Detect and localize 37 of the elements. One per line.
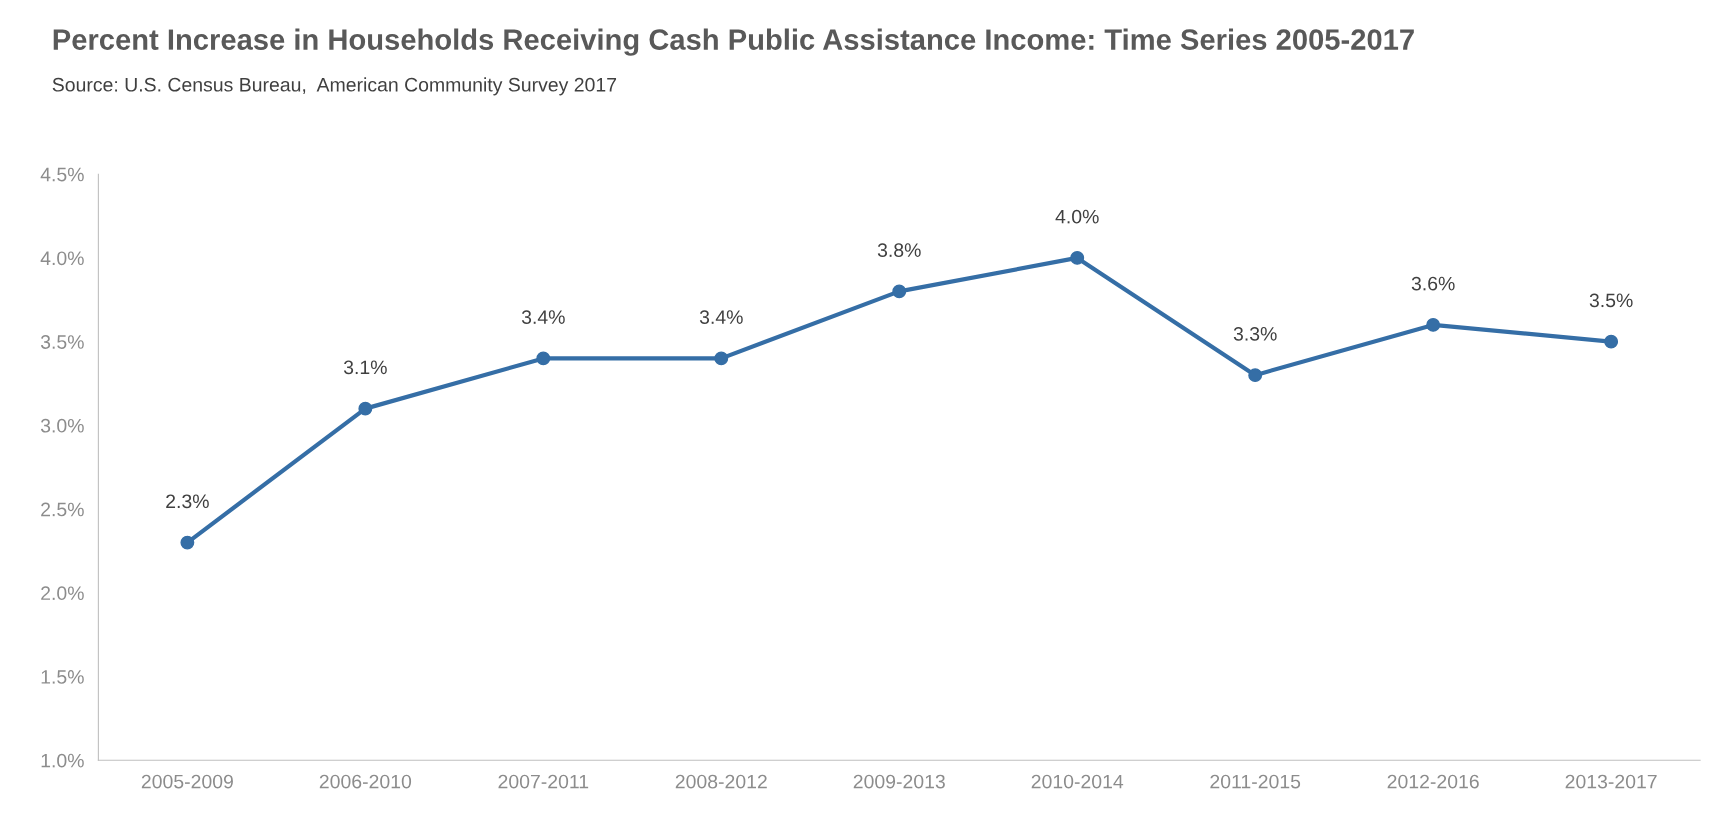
x-tick-label: 2007-2011 [498, 774, 589, 789]
data-label: 3.4% [521, 310, 565, 324]
y-tick-label: 4.5% [40, 167, 84, 182]
x-tick-label: 2010-2014 [1031, 774, 1124, 789]
point [1248, 368, 1263, 383]
point [1426, 317, 1441, 332]
data-label: 3.5% [1589, 293, 1633, 308]
y-tick-label: 2.5% [41, 502, 84, 517]
x-tick-label: 2006-2010 [319, 774, 412, 789]
data-label: 3.6% [1411, 276, 1455, 291]
x-tick-label: 2013-2017 [1565, 774, 1657, 789]
x-tick-label: 2005-2009 [141, 774, 233, 789]
point [536, 351, 551, 366]
data-label: 3.4% [699, 310, 743, 324]
y-tick-label: 2.0% [41, 586, 84, 601]
data-label: 4.0% [1055, 209, 1099, 224]
data-label: 2.3% [166, 494, 209, 509]
data-label: 3.1% [343, 360, 387, 375]
point [892, 284, 907, 299]
x-tick-label: 2008-2012 [675, 774, 767, 789]
x-tick-label: 2009-2013 [853, 774, 945, 789]
point [1070, 250, 1085, 265]
y-tick-label: 1.0% [41, 753, 84, 768]
point [1604, 334, 1619, 349]
data-label: 3.3% [1233, 326, 1277, 341]
data-label: 3.8% [877, 243, 921, 258]
chart-title: Percent Increase in Households Receiving Cash Public Assistance Income: Time Series 2005-2017 [53, 28, 1414, 56]
y-tick-label: 3.0% [40, 418, 84, 433]
y-tick-label: 4.0% [40, 251, 84, 266]
point [714, 351, 729, 366]
x-tick-label: 2011-2015 [1210, 774, 1301, 789]
point [180, 535, 195, 550]
point [358, 401, 373, 416]
y-tick-label: 1.5% [41, 670, 84, 684]
y-tick-label: 3.5% [40, 335, 84, 349]
source-note: Source: U.S. Census Bureau, American Community Survey 2017 [52, 77, 617, 96]
x-tick-label: 2012-2016 [1387, 774, 1479, 789]
